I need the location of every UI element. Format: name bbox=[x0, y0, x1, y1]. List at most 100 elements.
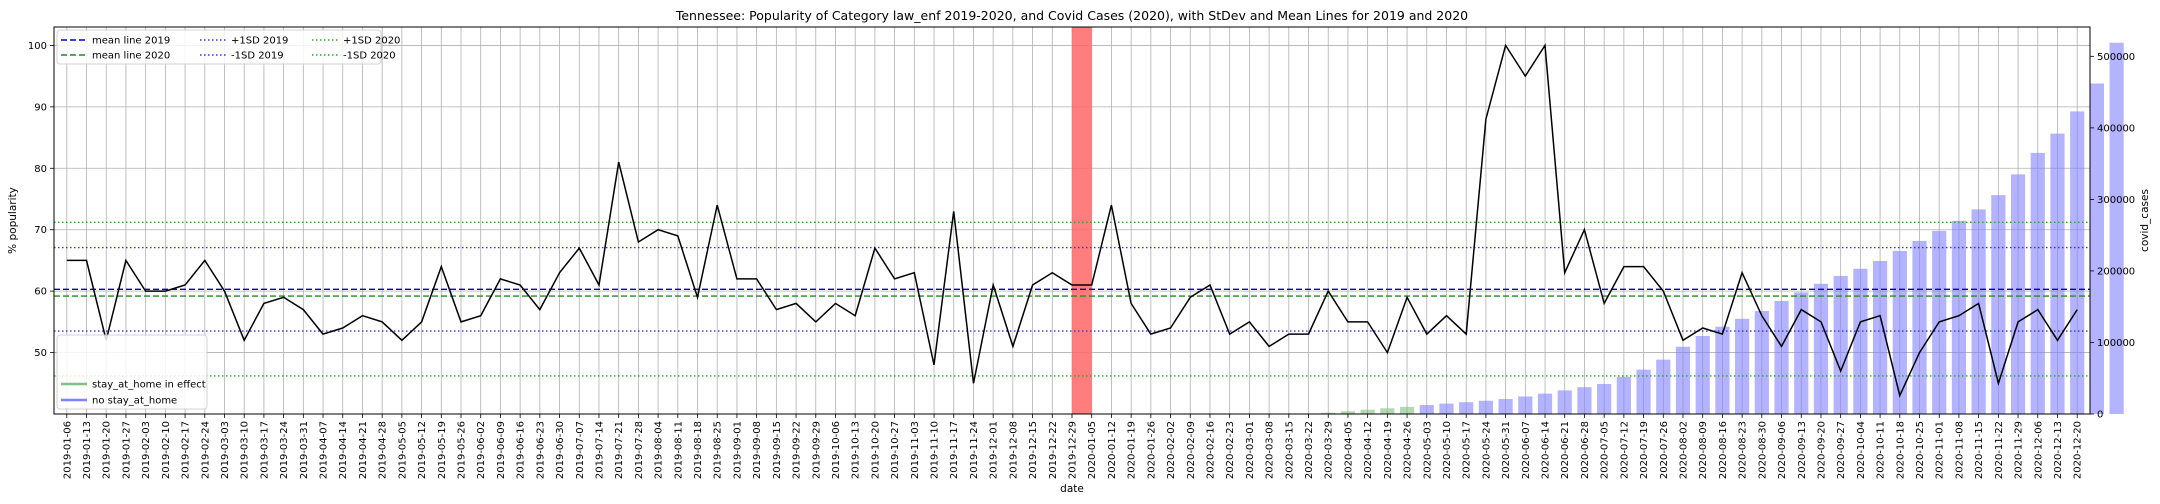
x-tick-label: 2019-12-29 bbox=[1068, 421, 1079, 479]
covid-bar bbox=[1380, 408, 1395, 414]
covid-bar bbox=[1518, 396, 1533, 414]
x-tick-label: 2020-01-19 bbox=[1127, 421, 1138, 479]
covid-bar bbox=[2010, 174, 2026, 414]
x-tick-label: 2019-03-10 bbox=[240, 421, 251, 479]
legend-top-box bbox=[56, 29, 382, 65]
x-tick-label: 2019-01-06 bbox=[62, 421, 73, 479]
x-tick-label: 2019-07-21 bbox=[614, 421, 625, 479]
covid-bar bbox=[1459, 402, 1474, 414]
x-tick-label: 2020-03-22 bbox=[1304, 421, 1315, 479]
y-tick-label: 50 bbox=[34, 348, 47, 359]
covid-bar bbox=[1597, 383, 1612, 414]
highlight-rect bbox=[1072, 27, 1092, 414]
covid-bar bbox=[1360, 409, 1375, 414]
y-tick-label: 70 bbox=[34, 225, 47, 236]
y-tick-label: 100 bbox=[28, 41, 47, 52]
x-tick-label: 2020-01-12 bbox=[1107, 421, 1118, 479]
y-ticks: 50 60 70 80 90 100 bbox=[28, 41, 54, 359]
x-tick-label: 2020-06-28 bbox=[1580, 421, 1591, 479]
y2-ticks: 0 100000 200000 300000 400000 500000 bbox=[2090, 52, 2135, 421]
x-tick-label: 2020-06-14 bbox=[1541, 421, 1552, 479]
legend-top-label: mean line 2019 bbox=[92, 36, 170, 47]
y2-tick-label: 100000 bbox=[2097, 338, 2135, 349]
x-tick-label: 2020-07-19 bbox=[1639, 421, 1650, 479]
x-tick-label: 2019-02-17 bbox=[181, 421, 192, 479]
x-tick-label: 2020-10-25 bbox=[1915, 421, 1926, 479]
x-tick-label: 2020-07-05 bbox=[1600, 421, 1611, 479]
x-tick-label: 2019-04-21 bbox=[358, 421, 369, 479]
legend-top-label: +1SD 2019 bbox=[231, 36, 288, 47]
x-tick-label: 2020-03-15 bbox=[1284, 421, 1295, 479]
covid-bar bbox=[1715, 326, 1730, 414]
y2-tick-label: 300000 bbox=[2097, 195, 2135, 206]
covid-bar bbox=[1557, 390, 1572, 414]
covid-bar bbox=[1675, 346, 1691, 414]
x-tick-label: 2019-09-29 bbox=[811, 421, 822, 479]
x-tick-label: 2019-01-20 bbox=[102, 421, 113, 479]
x-tick-label: 2019-10-06 bbox=[831, 421, 842, 479]
x-tick-label: 2020-02-16 bbox=[1205, 421, 1216, 479]
x-tick-label: 2019-10-20 bbox=[870, 421, 881, 479]
x-tick-label: 2020-11-22 bbox=[1994, 421, 2005, 479]
covid-bar bbox=[1656, 359, 1671, 414]
x-tick-label: 2019-09-01 bbox=[732, 421, 743, 479]
x-tick-label: 2020-07-26 bbox=[1659, 421, 1670, 479]
x-tick-label: 2020-12-06 bbox=[2033, 421, 2044, 479]
x-tick-label: 2019-06-30 bbox=[555, 421, 566, 479]
covid-bar bbox=[1813, 283, 1829, 414]
x-tick-label: 2019-07-28 bbox=[634, 421, 645, 479]
covid-bar bbox=[1439, 403, 1454, 414]
x-tick-label: 2020-12-20 bbox=[2073, 421, 2084, 479]
legend-bottom-box bbox=[56, 334, 208, 410]
covid-bar bbox=[1419, 405, 1434, 414]
x-tick-label: 2020-10-11 bbox=[1876, 421, 1887, 479]
grid bbox=[54, 27, 2090, 414]
x-tick-label: 2020-09-20 bbox=[1816, 421, 1827, 479]
legend-top-label: -1SD 2019 bbox=[231, 51, 284, 62]
popularity-line bbox=[66, 43, 2078, 398]
legend-bottom: stay_at_home in effect no stay_at_home bbox=[56, 334, 208, 410]
x-tick-label: 2020-11-29 bbox=[2014, 421, 2025, 479]
y-tick-label: 90 bbox=[34, 102, 47, 113]
x-tick-label: 2020-10-18 bbox=[1895, 421, 1906, 479]
x-tick-label: 2020-04-26 bbox=[1403, 421, 1414, 479]
x-tick-label: 2020-08-23 bbox=[1738, 421, 1749, 479]
x-tick-label: 2020-11-15 bbox=[1974, 421, 1985, 479]
covid-bars bbox=[1321, 42, 2124, 415]
legend-bottom-label: no stay_at_home bbox=[92, 396, 177, 407]
covid-bar bbox=[1735, 318, 1750, 414]
x-tick-label: 2020-05-10 bbox=[1442, 421, 1453, 479]
covid-bar bbox=[2050, 133, 2065, 415]
x-tick-label: 2020-11-01 bbox=[1935, 421, 1946, 479]
x-ticks: 2019-01-06 2019-01-13 2019-01-20 2019-01-27… bbox=[62, 414, 2084, 479]
x-tick-label: 2019-04-14 bbox=[338, 421, 349, 479]
x-tick-label: 2019-12-15 bbox=[1028, 421, 1039, 479]
x-tick-label: 2020-05-17 bbox=[1462, 421, 1473, 479]
x-tick-label: 2019-03-03 bbox=[220, 421, 231, 479]
x-axis-label: date bbox=[1060, 483, 1084, 495]
y2-axis-label: covid_cases bbox=[2139, 189, 2151, 252]
covid-bar bbox=[1695, 336, 1710, 414]
x-tick-label: 2019-02-10 bbox=[161, 421, 172, 479]
x-tick-label: 2019-07-14 bbox=[594, 421, 605, 479]
covid-bar bbox=[1498, 398, 1513, 414]
covid-bar bbox=[1794, 292, 1809, 414]
x-tick-label: 2020-02-23 bbox=[1225, 421, 1236, 479]
x-tick-label: 2019-05-26 bbox=[457, 421, 468, 479]
x-tick-label: 2020-05-03 bbox=[1422, 421, 1433, 479]
x-tick-label: 2019-08-25 bbox=[713, 421, 724, 479]
covid-bar bbox=[2109, 42, 2124, 415]
x-tick-label: 2020-02-09 bbox=[1186, 421, 1197, 479]
covid-bar bbox=[1636, 369, 1651, 414]
x-tick-label: 2019-09-22 bbox=[792, 421, 803, 479]
legend-top-label: -1SD 2020 bbox=[343, 51, 396, 62]
x-tick-label: 2019-11-17 bbox=[949, 421, 960, 479]
covid-bar bbox=[2070, 111, 2085, 415]
x-tick-label: 2019-10-27 bbox=[890, 421, 901, 479]
x-tick-label: 2020-07-12 bbox=[1619, 421, 1630, 479]
x-tick-label: 2020-01-05 bbox=[1087, 421, 1098, 479]
x-tick-label: 2020-08-02 bbox=[1678, 421, 1689, 479]
x-tick-label: 2020-05-31 bbox=[1501, 421, 1512, 479]
x-tick-label: 2020-02-02 bbox=[1166, 421, 1177, 479]
x-tick-label: 2019-09-15 bbox=[772, 421, 783, 479]
